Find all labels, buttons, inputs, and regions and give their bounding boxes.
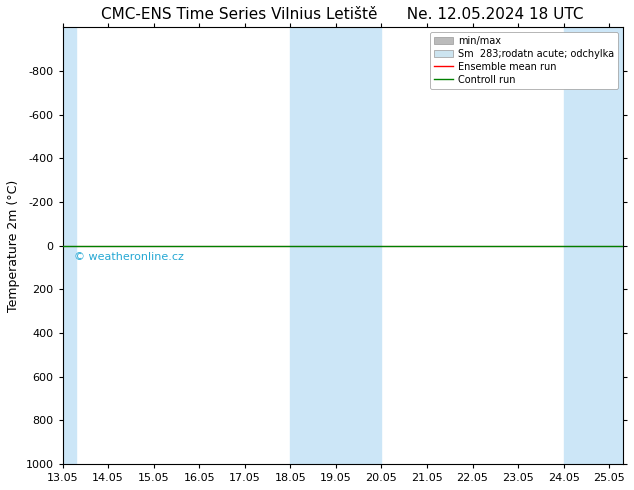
Bar [290, 27, 382, 464]
Legend: min/max, Sm  283;rodatn acute; odchylka, Ensemble mean run, Controll run: min/max, Sm 283;rodatn acute; odchylka, … [430, 32, 618, 89]
Bar [63, 27, 76, 464]
Bar [564, 27, 623, 464]
Text: © weatheronline.cz: © weatheronline.cz [74, 252, 184, 262]
Title: CMC-ENS Time Series Vilnius Letiště      Ne. 12.05.2024 18 UTC: CMC-ENS Time Series Vilnius Letiště Ne. … [101, 7, 584, 22]
Y-axis label: Temperature 2m (°C): Temperature 2m (°C) [7, 179, 20, 312]
